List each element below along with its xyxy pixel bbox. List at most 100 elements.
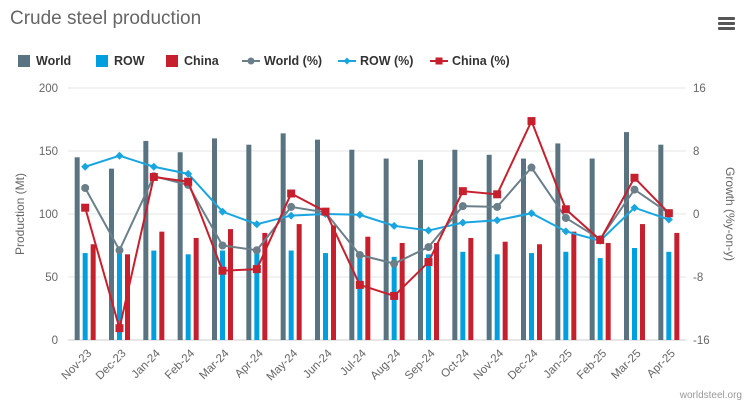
bar-world (74, 157, 80, 340)
bar-world (624, 132, 629, 340)
point-row-pct (664, 215, 673, 224)
y-right-tick-label: -16 (693, 335, 710, 347)
bar-row (666, 251, 672, 340)
bar-world (383, 158, 389, 340)
point-china-pct (390, 291, 399, 300)
bar-china (502, 241, 508, 340)
x-tick-label: Dec-23 (94, 348, 129, 383)
bar-world (658, 144, 664, 340)
legend-label-world-pct: World (%) (264, 54, 323, 68)
bar-row (254, 251, 260, 340)
x-tick-label: Oct-24 (439, 347, 472, 380)
point-china-pct (184, 177, 193, 186)
point-china-pct (115, 324, 124, 333)
x-tick-label: May-24 (265, 347, 301, 383)
x-tick-label: Nov-23 (60, 348, 95, 383)
bar-china (571, 231, 577, 340)
bar-china (674, 232, 680, 340)
x-tick-label: Dec-24 (506, 347, 541, 382)
legend-label-row: ROW (114, 54, 145, 68)
x-tick-label: Apr-25 (645, 348, 678, 381)
bar-china (468, 237, 474, 340)
legend-marker-world-pct (242, 57, 260, 65)
bar-china (296, 224, 302, 340)
bar-row (151, 250, 157, 340)
point-china-pct (424, 258, 433, 267)
line-row-pct (84, 154, 670, 242)
bar-world (212, 138, 217, 340)
legend-marker-china-pct (430, 57, 448, 65)
x-tick-label: Jan-25 (542, 348, 575, 381)
point-row-pct (458, 218, 467, 227)
bar-china (262, 232, 268, 340)
point-row-pct (355, 210, 364, 219)
bar-china (640, 224, 645, 340)
bar-row (117, 250, 122, 340)
point-row-pct (149, 162, 158, 171)
bar-row (323, 253, 328, 340)
x-tick-label: Jun-24 (301, 347, 335, 381)
bar-world (246, 144, 252, 340)
point-china-pct (355, 280, 364, 289)
line-china-pct (84, 118, 670, 329)
x-tick-label: Nov-24 (472, 347, 507, 382)
bar-row (288, 250, 294, 340)
point-china-pct (458, 187, 467, 196)
point-world-pct (115, 246, 124, 255)
chart-title: Crude steel production (10, 8, 202, 29)
point-china-pct (493, 190, 502, 199)
y-tick-label: 100 (39, 209, 58, 221)
bar-row (460, 251, 466, 340)
x-tick-label: Jan-24 (130, 347, 164, 381)
legend-swatch-world (18, 55, 30, 67)
credit-link[interactable]: worldsteel.org (679, 390, 742, 401)
legend-swatch-row (96, 55, 108, 67)
point-row-pct (493, 216, 502, 225)
bar-world (177, 152, 183, 340)
y-right-tick-label: -8 (693, 272, 703, 284)
legend-label-world: World (36, 54, 72, 68)
y-tick-label: 150 (39, 146, 58, 158)
hamburger-menu-icon[interactable] (716, 14, 738, 34)
point-world-pct (81, 184, 90, 193)
point-row-pct (287, 211, 296, 220)
point-row-pct (184, 169, 193, 178)
bar-world (486, 154, 492, 340)
y-axis-title: Production (Mt) (13, 173, 27, 255)
point-china-pct (527, 117, 536, 126)
point-row-pct (527, 209, 536, 218)
x-tick-label: Aug-24 (369, 347, 404, 382)
bar-world (280, 133, 286, 340)
bar-row (494, 254, 500, 340)
legend-swatch-china (166, 55, 178, 67)
y-right-tick-label: 16 (693, 83, 706, 95)
y-right-axis-title: Growth (%y-on-y) (723, 167, 737, 261)
x-tick-label: Apr-24 (233, 347, 266, 380)
bar-world (589, 158, 595, 340)
point-world-pct (287, 202, 296, 211)
bar-china (90, 244, 96, 340)
legend-label-china: China (184, 54, 219, 68)
x-tick-label: Sep-24 (403, 347, 438, 382)
bar-world (521, 158, 526, 340)
point-row-pct (424, 226, 433, 235)
bar-world (452, 149, 458, 340)
point-world-pct (355, 250, 364, 259)
bar-row (426, 254, 431, 340)
bar-china (399, 242, 405, 340)
y-right-tick-label: 0 (693, 209, 699, 221)
bar-china (331, 225, 336, 340)
point-world-pct (218, 241, 227, 250)
y-tick-label: 50 (45, 272, 58, 284)
point-world-pct (630, 185, 639, 194)
point-world-pct (561, 213, 570, 222)
bar-china (193, 237, 199, 340)
point-row-pct (252, 220, 261, 229)
bar-china (228, 229, 233, 340)
bar-row (529, 253, 534, 340)
legend-label-china-pct: China (%) (452, 54, 510, 68)
point-china-pct (252, 265, 261, 274)
point-world-pct (390, 259, 399, 268)
legend-marker-row-pct (338, 57, 356, 65)
